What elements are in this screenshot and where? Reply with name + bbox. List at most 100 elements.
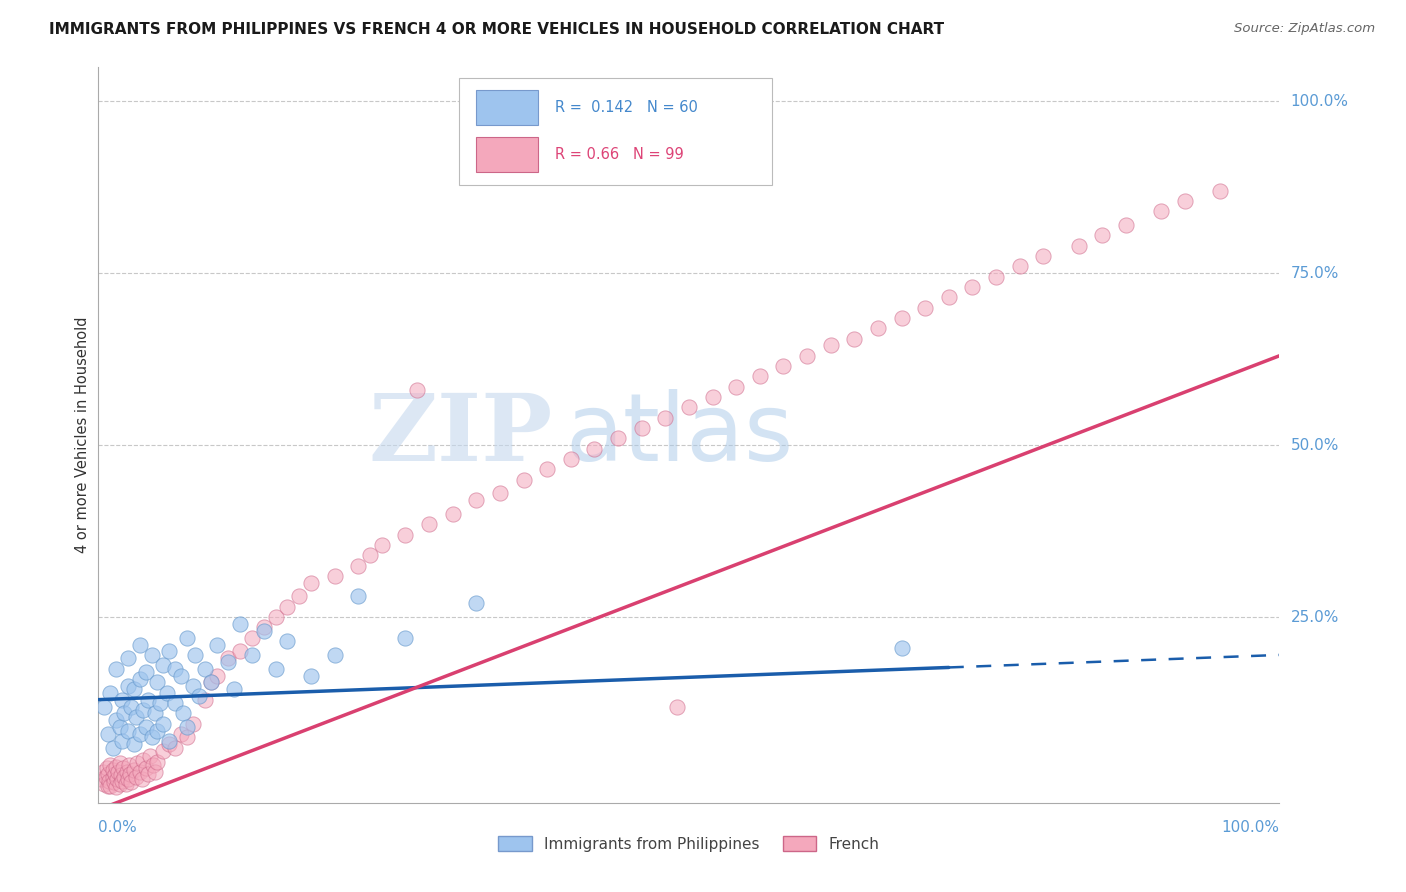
- Point: [121, 699, 143, 714]
- Point: [200, 675, 222, 690]
- Point: [359, 548, 381, 562]
- Point: [93, 699, 115, 714]
- Point: [253, 624, 276, 638]
- Point: [176, 720, 198, 734]
- Point: [406, 383, 429, 397]
- Point: [181, 716, 204, 731]
- Text: atlas: atlas: [565, 389, 793, 481]
- Point: [128, 638, 150, 652]
- Point: [165, 696, 187, 710]
- Point: [299, 575, 322, 590]
- Point: [141, 648, 163, 662]
- Text: 50.0%: 50.0%: [1291, 438, 1339, 452]
- Point: [121, 775, 143, 789]
- Point: [117, 651, 139, 665]
- Point: [276, 634, 298, 648]
- Y-axis label: 4 or more Vehicles in Household: 4 or more Vehicles in Household: [75, 317, 90, 553]
- Point: [146, 723, 169, 738]
- Point: [115, 764, 138, 779]
- Point: [146, 675, 169, 690]
- Point: [607, 431, 630, 445]
- Text: R = 0.66   N = 99: R = 0.66 N = 99: [555, 147, 685, 162]
- Point: [984, 269, 1007, 284]
- Point: [146, 755, 169, 769]
- Point: [127, 756, 149, 770]
- Point: [152, 744, 174, 758]
- Point: [1008, 260, 1031, 274]
- Point: [105, 760, 128, 774]
- Point: [108, 720, 131, 734]
- Point: [194, 662, 217, 676]
- Point: [90, 772, 112, 786]
- Point: [371, 538, 394, 552]
- Point: [117, 772, 139, 786]
- Point: [914, 301, 936, 315]
- Point: [176, 631, 198, 645]
- Point: [136, 767, 159, 781]
- Point: [347, 558, 370, 573]
- Text: 25.0%: 25.0%: [1291, 609, 1339, 624]
- Point: [136, 692, 159, 706]
- Point: [97, 727, 120, 741]
- Point: [142, 758, 165, 772]
- Point: [184, 648, 207, 662]
- Point: [108, 756, 131, 770]
- Point: [264, 662, 287, 676]
- Point: [128, 764, 150, 779]
- Point: [240, 648, 263, 662]
- Point: [1209, 184, 1232, 198]
- Point: [276, 599, 298, 614]
- Point: [105, 713, 128, 727]
- Point: [866, 321, 889, 335]
- Point: [288, 590, 311, 604]
- Point: [165, 662, 187, 676]
- Point: [205, 638, 228, 652]
- Point: [441, 507, 464, 521]
- Point: [135, 665, 157, 680]
- FancyBboxPatch shape: [477, 137, 537, 172]
- Point: [135, 720, 157, 734]
- Point: [630, 421, 652, 435]
- Point: [141, 731, 163, 745]
- Point: [323, 569, 346, 583]
- Text: R =  0.142   N = 60: R = 0.142 N = 60: [555, 100, 699, 115]
- Point: [156, 686, 179, 700]
- Point: [98, 686, 121, 700]
- Point: [772, 359, 794, 373]
- Point: [128, 672, 150, 686]
- Point: [94, 770, 117, 784]
- Point: [844, 332, 866, 346]
- Point: [152, 716, 174, 731]
- Point: [181, 679, 204, 693]
- Point: [253, 620, 276, 634]
- Point: [101, 770, 124, 784]
- Point: [101, 740, 124, 755]
- Point: [394, 631, 416, 645]
- Point: [105, 780, 128, 794]
- Point: [132, 703, 155, 717]
- Point: [112, 706, 135, 721]
- Point: [157, 734, 180, 748]
- Point: [666, 699, 689, 714]
- Point: [205, 668, 228, 682]
- Point: [120, 767, 142, 781]
- Point: [91, 764, 114, 779]
- Point: [1067, 238, 1090, 252]
- Text: 100.0%: 100.0%: [1291, 94, 1348, 109]
- Point: [962, 280, 984, 294]
- Point: [98, 773, 121, 788]
- Point: [240, 631, 263, 645]
- Point: [187, 689, 209, 703]
- Point: [122, 763, 145, 777]
- Point: [98, 779, 121, 793]
- Point: [170, 727, 193, 741]
- Point: [97, 779, 120, 793]
- Point: [122, 737, 145, 751]
- FancyBboxPatch shape: [477, 90, 537, 126]
- Point: [678, 401, 700, 415]
- Text: 0.0%: 0.0%: [98, 820, 138, 835]
- Point: [114, 776, 136, 790]
- Point: [560, 451, 582, 466]
- Point: [149, 696, 172, 710]
- Text: Source: ZipAtlas.com: Source: ZipAtlas.com: [1234, 22, 1375, 36]
